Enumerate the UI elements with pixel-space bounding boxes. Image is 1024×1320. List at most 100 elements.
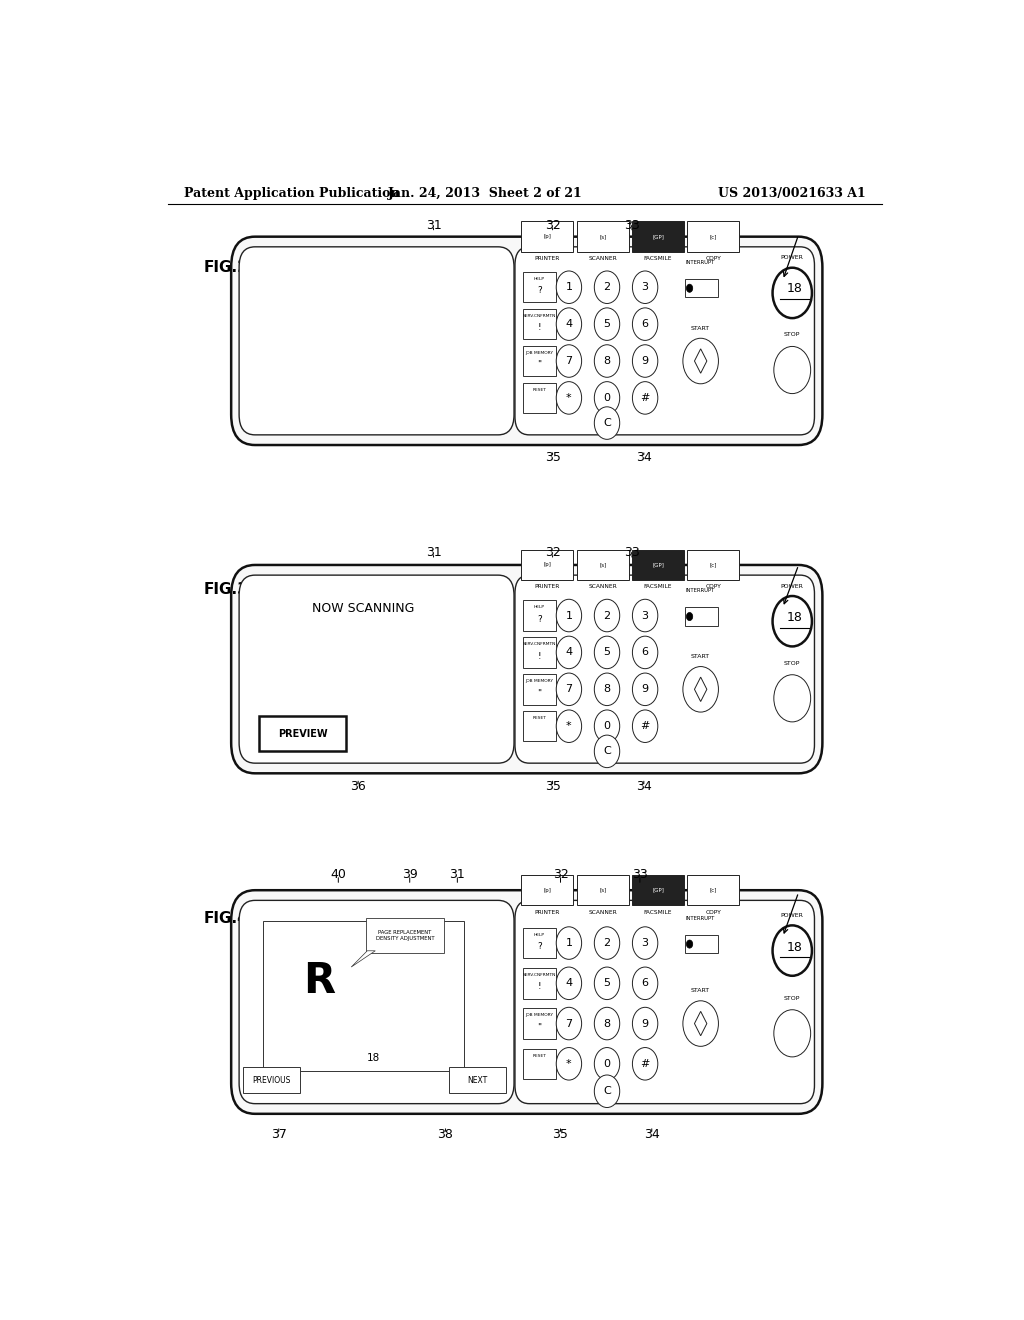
Circle shape [556, 710, 582, 742]
Circle shape [556, 271, 582, 304]
Text: [c]: [c] [710, 888, 717, 892]
Text: 31: 31 [426, 219, 441, 232]
Text: 39: 39 [401, 869, 418, 882]
Text: 0: 0 [603, 1059, 610, 1069]
Circle shape [633, 308, 657, 341]
Text: 0: 0 [603, 721, 610, 731]
Text: [p]: [p] [544, 562, 551, 568]
Text: SCANNER: SCANNER [589, 909, 617, 915]
Text: PREVIOUS: PREVIOUS [253, 1076, 291, 1085]
Text: 6: 6 [642, 319, 648, 329]
Text: 33: 33 [624, 546, 640, 560]
Text: SCANNER: SCANNER [589, 585, 617, 589]
Bar [687, 222, 739, 252]
Text: #: # [640, 1059, 650, 1069]
Text: SERV.CNFRMTN: SERV.CNFRMTN [523, 643, 556, 647]
Bar [259, 717, 346, 751]
Circle shape [556, 1007, 582, 1040]
Bar [523, 968, 556, 998]
Text: 38: 38 [437, 1127, 454, 1140]
Text: #: # [640, 721, 650, 731]
Bar [632, 875, 684, 906]
Text: 36: 36 [350, 780, 366, 793]
FancyBboxPatch shape [515, 576, 814, 763]
Text: 33: 33 [624, 219, 640, 232]
Text: 2: 2 [603, 282, 610, 292]
Polygon shape [694, 1011, 707, 1036]
Text: [GP]: [GP] [652, 562, 664, 568]
Text: 31: 31 [426, 546, 441, 560]
Circle shape [594, 735, 620, 768]
Text: 8: 8 [603, 1019, 610, 1028]
Bar [523, 383, 556, 413]
Bar [687, 549, 739, 581]
Text: 32: 32 [553, 869, 568, 882]
Text: Patent Application Publication: Patent Application Publication [183, 187, 399, 201]
Text: ?: ? [538, 942, 542, 952]
Text: 35: 35 [545, 450, 560, 463]
Text: 2: 2 [603, 939, 610, 948]
Text: FIG.3: FIG.3 [204, 582, 248, 598]
Text: 5: 5 [603, 647, 610, 657]
Text: PAGE REPLACEMENT
DENSITY ADJUSTMENT: PAGE REPLACEMENT DENSITY ADJUSTMENT [376, 931, 434, 941]
Text: HELP: HELP [535, 933, 545, 937]
Text: 7: 7 [565, 1019, 572, 1028]
Bar [523, 1048, 556, 1078]
Polygon shape [694, 677, 707, 701]
Bar [523, 638, 556, 668]
Circle shape [774, 1010, 811, 1057]
Text: 6: 6 [642, 647, 648, 657]
Circle shape [686, 284, 692, 292]
Text: HELP: HELP [535, 277, 545, 281]
Circle shape [633, 599, 657, 632]
Text: FIG.2: FIG.2 [204, 260, 248, 276]
Text: 1: 1 [565, 611, 572, 620]
Text: *: * [566, 1059, 571, 1069]
Text: 18: 18 [786, 282, 803, 294]
Text: POWER: POWER [781, 583, 804, 589]
Bar [523, 309, 556, 339]
Circle shape [774, 346, 811, 393]
Text: 33: 33 [632, 869, 648, 882]
Text: HELP: HELP [535, 606, 545, 610]
Circle shape [556, 381, 582, 414]
Text: 18: 18 [367, 1053, 380, 1063]
Bar [449, 1067, 506, 1093]
Text: FACSMILE: FACSMILE [644, 256, 673, 261]
Circle shape [594, 927, 620, 960]
Text: SCANNER: SCANNER [589, 256, 617, 261]
Text: 18: 18 [786, 941, 803, 953]
Text: 1: 1 [565, 939, 572, 948]
Text: [c]: [c] [710, 234, 717, 239]
Circle shape [772, 925, 812, 975]
Text: PREVIEW: PREVIEW [278, 729, 328, 739]
Text: 4: 4 [565, 978, 572, 989]
Text: Jan. 24, 2013  Sheet 2 of 21: Jan. 24, 2013 Sheet 2 of 21 [388, 187, 583, 201]
Text: INTERRUPT: INTERRUPT [686, 260, 716, 265]
Text: 34: 34 [636, 780, 651, 793]
Bar [577, 549, 629, 581]
Text: ?: ? [538, 615, 542, 623]
Text: 9: 9 [642, 1019, 648, 1028]
Text: NOW SCANNING: NOW SCANNING [311, 602, 414, 615]
Text: RESET: RESET [532, 1053, 547, 1057]
Text: 4: 4 [565, 319, 572, 329]
FancyBboxPatch shape [231, 236, 822, 445]
Text: !: ! [538, 652, 542, 660]
Text: 18: 18 [786, 611, 803, 624]
Circle shape [686, 612, 692, 620]
Text: 8: 8 [603, 684, 610, 694]
Text: 34: 34 [644, 1127, 659, 1140]
Text: 3: 3 [642, 282, 648, 292]
Text: [GP]: [GP] [652, 888, 664, 892]
Circle shape [594, 271, 620, 304]
Text: 1: 1 [565, 282, 572, 292]
Text: PRINTER: PRINTER [535, 256, 560, 261]
Text: SERV.CNFRMTN: SERV.CNFRMTN [523, 314, 556, 318]
Bar [685, 607, 718, 626]
Text: 5: 5 [603, 319, 610, 329]
Text: POWER: POWER [781, 913, 804, 917]
Text: 3: 3 [642, 611, 648, 620]
Circle shape [594, 1074, 620, 1107]
Text: ": " [538, 360, 542, 370]
